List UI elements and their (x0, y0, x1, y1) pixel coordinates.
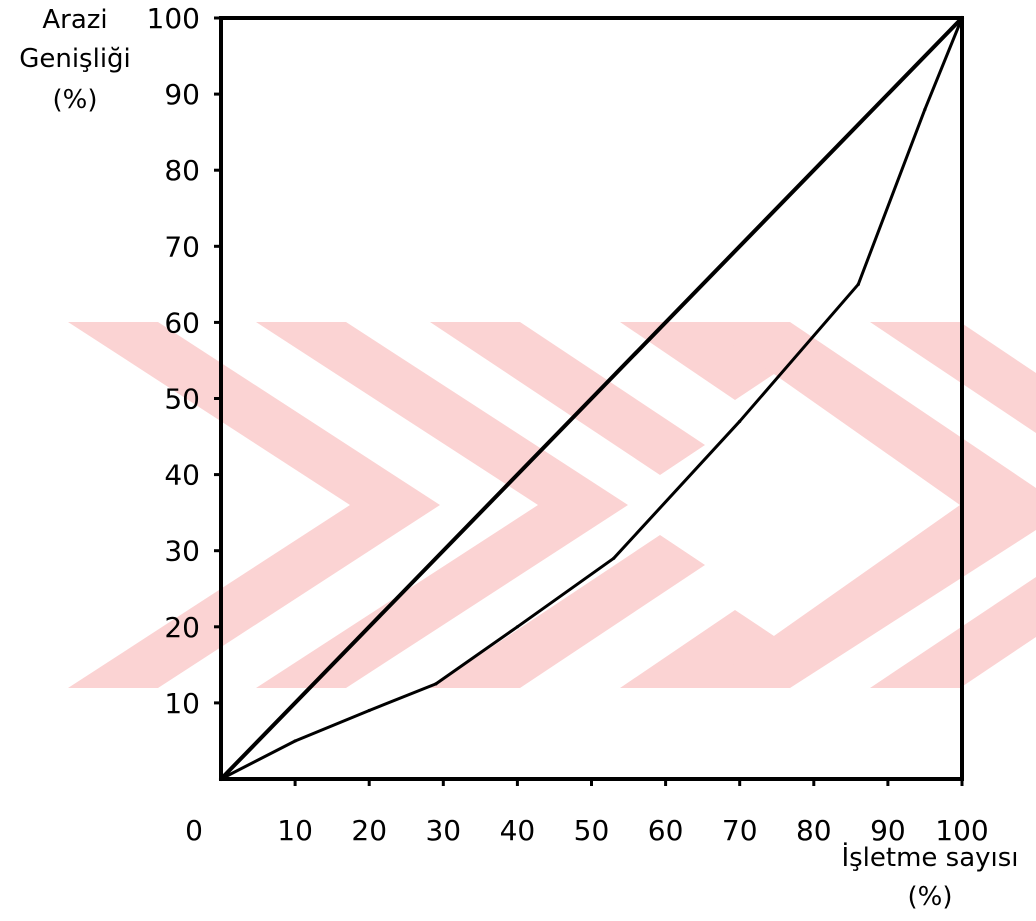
x-tick-label: 20 (351, 814, 387, 847)
lorenz-curve-point (856, 282, 860, 286)
watermark-logo (68, 322, 1036, 688)
x-tick-label: 90 (870, 814, 906, 847)
lorenz-curve-point (612, 556, 616, 560)
x-tick-label: 70 (722, 814, 758, 847)
y-axis-title-line-1: Arazi (42, 5, 107, 35)
x-tick-label: 100 (935, 814, 988, 847)
plot-frame (219, 16, 964, 781)
watermark-shape (430, 535, 705, 688)
watermark-shape (430, 322, 705, 475)
watermark-shape (870, 577, 1036, 688)
lorenz-curve-point (434, 682, 438, 686)
y-axis-title-line-2: Genişliği (19, 44, 131, 74)
tick-layer: 10 20 30 40 50 60 70 80 90 100 10 20 30 40 50 60 70 80 90 1… (147, 2, 989, 847)
watermark-shape (256, 322, 628, 688)
watermark-shape (870, 322, 1036, 433)
equality-line (219, 16, 964, 781)
lorenz-curve-point (293, 739, 297, 743)
y-tick-label: 100 (147, 2, 200, 35)
y-axis-title-line-3: (%) (53, 85, 98, 115)
y-tick-label: 70 (164, 230, 200, 263)
y-tick-label: 90 (164, 78, 200, 111)
lorenz-curve-point (960, 16, 964, 20)
lorenz-curve-point (923, 107, 927, 111)
origin-label: 0 (185, 814, 203, 847)
lorenz-curve-point (515, 625, 520, 629)
y-tick-label: 60 (164, 306, 200, 339)
x-tick-label: 10 (277, 814, 313, 847)
y-tick-label: 30 (164, 535, 200, 568)
x-tick-label: 60 (648, 814, 684, 847)
y-tick-label: 50 (164, 383, 200, 416)
plot-area (219, 16, 964, 781)
lorenz-curve-point (738, 419, 742, 423)
x-tick-label: 80 (796, 814, 832, 847)
x-axis-title-line-1: İşletme sayısı (841, 841, 1018, 873)
y-tick-label: 20 (164, 611, 200, 644)
y-tick-label: 80 (164, 154, 200, 187)
watermark-shape (620, 322, 780, 400)
x-axis-title-line-2: (%) (908, 882, 953, 912)
x-tick-label: 30 (425, 814, 461, 847)
watermark-shape (700, 322, 1036, 688)
y-tick-label: 10 (164, 687, 200, 720)
watermark-shape (620, 610, 780, 688)
watermark-shape (68, 322, 440, 688)
lorenz-curve-point (367, 708, 371, 713)
lorenz-curve-line (219, 16, 964, 781)
lorenz-curve-point (219, 777, 223, 781)
y-tick-label: 40 (164, 459, 200, 492)
x-tick-label: 40 (500, 814, 536, 847)
x-tick-label: 50 (574, 814, 610, 847)
